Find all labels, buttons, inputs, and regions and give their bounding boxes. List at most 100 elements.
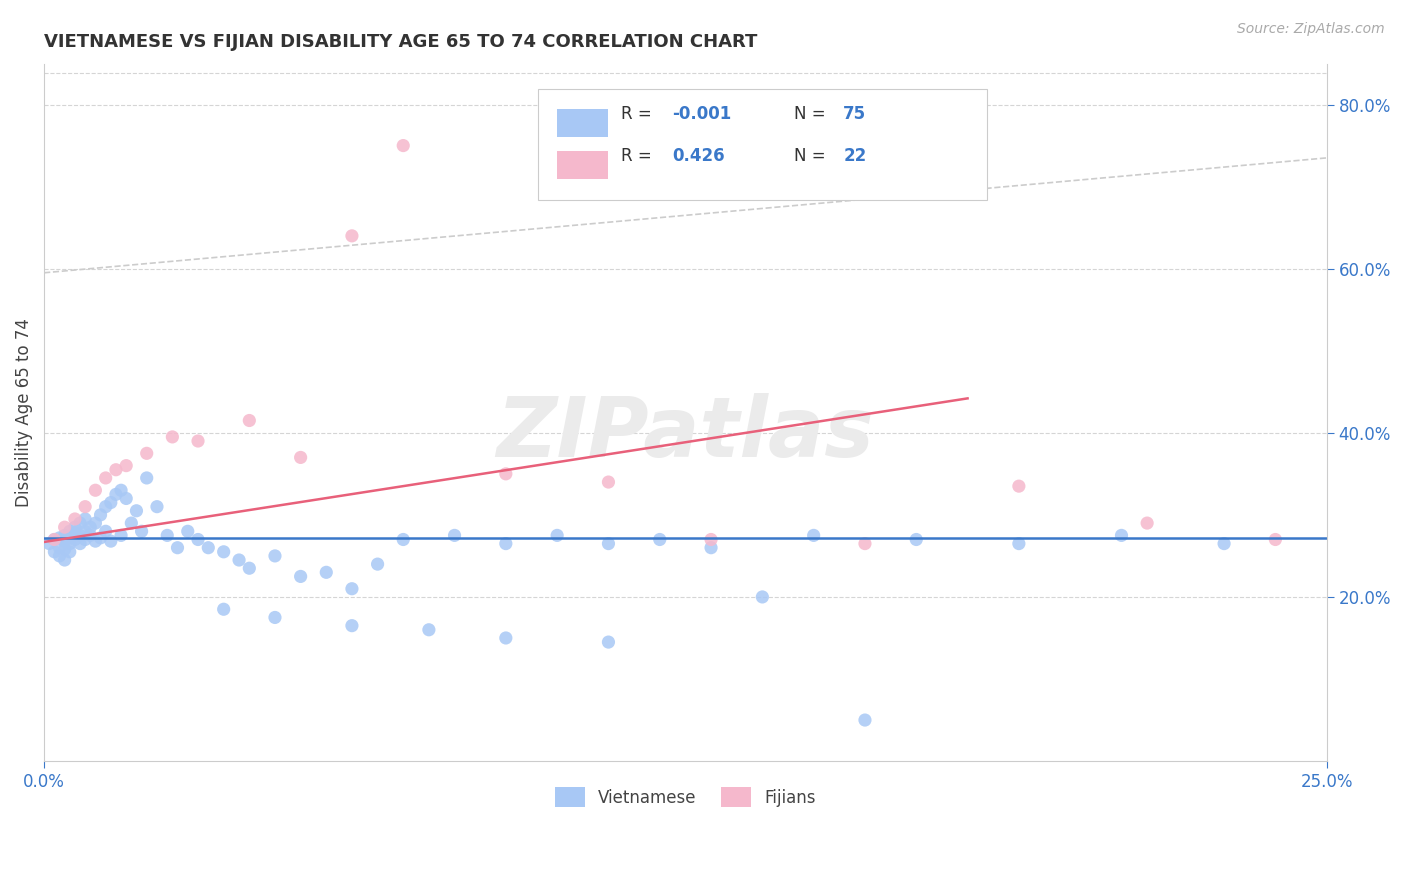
Point bbox=[146, 500, 169, 514]
Point bbox=[1008, 479, 1031, 493]
Point bbox=[905, 533, 928, 547]
Point bbox=[135, 471, 157, 485]
Point bbox=[495, 536, 517, 550]
Text: VIETNAMESE VS FIJIAN DISABILITY AGE 65 TO 74 CORRELATION CHART: VIETNAMESE VS FIJIAN DISABILITY AGE 65 T… bbox=[44, 33, 758, 51]
Point bbox=[598, 635, 620, 649]
Point bbox=[315, 566, 337, 580]
Point bbox=[110, 528, 132, 542]
Point bbox=[751, 590, 773, 604]
Point bbox=[120, 516, 142, 530]
Point bbox=[495, 631, 517, 645]
Point bbox=[598, 536, 620, 550]
Point bbox=[264, 549, 287, 563]
Point bbox=[187, 434, 209, 448]
Point bbox=[162, 430, 184, 444]
Point bbox=[803, 528, 825, 542]
Legend: Vietnamese, Fijians: Vietnamese, Fijians bbox=[547, 779, 824, 815]
Point bbox=[131, 524, 153, 539]
Point bbox=[53, 542, 76, 557]
Point bbox=[59, 545, 82, 559]
Point bbox=[94, 524, 117, 539]
Point bbox=[63, 533, 86, 547]
Text: ZIPatlas: ZIPatlas bbox=[496, 392, 875, 474]
Bar bbox=[557, 109, 609, 136]
Point bbox=[187, 533, 209, 547]
Point bbox=[100, 495, 122, 509]
Bar bbox=[557, 151, 609, 178]
Point bbox=[44, 533, 66, 547]
Point bbox=[100, 534, 122, 549]
Point bbox=[90, 531, 112, 545]
Text: -0.001: -0.001 bbox=[672, 104, 733, 123]
FancyBboxPatch shape bbox=[538, 89, 987, 200]
Point bbox=[598, 475, 620, 489]
Text: N =: N = bbox=[794, 104, 831, 123]
Point bbox=[853, 536, 876, 550]
Point bbox=[212, 602, 235, 616]
Point bbox=[59, 531, 82, 545]
Point bbox=[648, 533, 671, 547]
Point bbox=[90, 508, 112, 522]
Point bbox=[156, 528, 179, 542]
Point bbox=[340, 228, 363, 243]
Point bbox=[238, 561, 260, 575]
Point bbox=[48, 531, 70, 545]
Point bbox=[1111, 528, 1133, 542]
Point bbox=[125, 504, 148, 518]
Point bbox=[44, 533, 66, 547]
Point bbox=[110, 483, 132, 498]
Point bbox=[392, 533, 415, 547]
Point bbox=[53, 534, 76, 549]
Point bbox=[700, 533, 723, 547]
Text: R =: R = bbox=[621, 104, 657, 123]
Point bbox=[418, 623, 440, 637]
Point bbox=[700, 541, 723, 555]
Point bbox=[53, 520, 76, 534]
Point bbox=[546, 528, 568, 542]
Point bbox=[853, 713, 876, 727]
Point bbox=[104, 463, 127, 477]
Text: 75: 75 bbox=[844, 104, 866, 123]
Point bbox=[290, 450, 312, 465]
Point bbox=[69, 516, 91, 530]
Point bbox=[79, 520, 101, 534]
Point bbox=[63, 525, 86, 540]
Point bbox=[166, 541, 188, 555]
Point bbox=[63, 520, 86, 534]
Point bbox=[59, 536, 82, 550]
Point bbox=[38, 536, 60, 550]
Point bbox=[75, 524, 97, 539]
Point bbox=[84, 534, 107, 549]
Point bbox=[48, 549, 70, 563]
Point bbox=[84, 516, 107, 530]
Point bbox=[84, 483, 107, 498]
Point bbox=[94, 500, 117, 514]
Point bbox=[75, 533, 97, 547]
Point bbox=[48, 541, 70, 555]
Point bbox=[115, 491, 138, 506]
Point bbox=[212, 545, 235, 559]
Point bbox=[340, 582, 363, 596]
Point bbox=[290, 569, 312, 583]
Point bbox=[69, 536, 91, 550]
Point bbox=[392, 138, 415, 153]
Point bbox=[79, 528, 101, 542]
Text: R =: R = bbox=[621, 146, 657, 165]
Point bbox=[44, 545, 66, 559]
Point bbox=[177, 524, 200, 539]
Point bbox=[495, 467, 517, 481]
Point bbox=[228, 553, 250, 567]
Point bbox=[75, 512, 97, 526]
Text: 22: 22 bbox=[844, 146, 866, 165]
Point bbox=[75, 500, 97, 514]
Point bbox=[238, 413, 260, 427]
Point bbox=[1264, 533, 1286, 547]
Point bbox=[1213, 536, 1236, 550]
Point bbox=[443, 528, 465, 542]
Point bbox=[135, 446, 157, 460]
Point bbox=[53, 528, 76, 542]
Point bbox=[340, 618, 363, 632]
Point bbox=[1136, 516, 1159, 530]
Point bbox=[1008, 536, 1031, 550]
Point bbox=[115, 458, 138, 473]
